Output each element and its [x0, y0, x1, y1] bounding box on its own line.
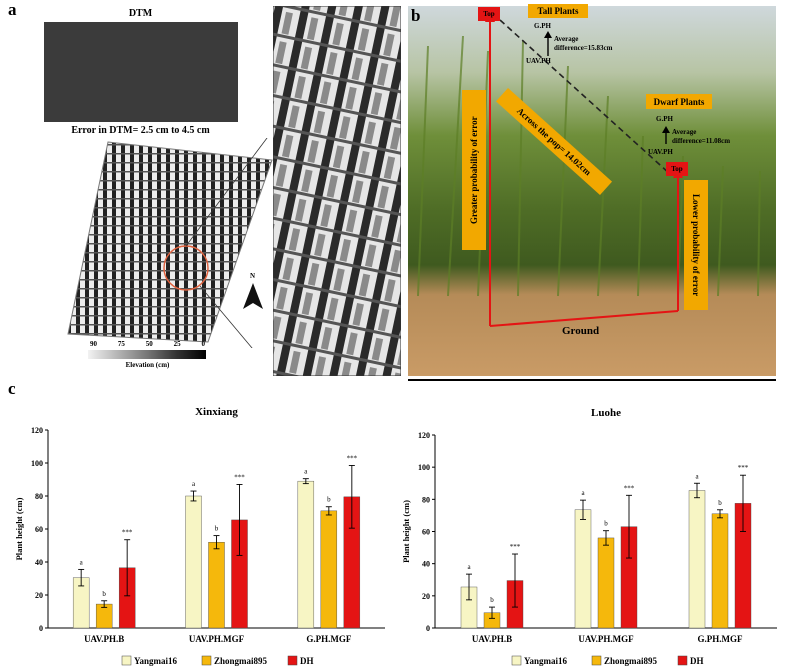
legend-swatch [201, 655, 212, 666]
legend-swatch [591, 655, 602, 666]
significance-label: *** [122, 529, 133, 537]
y-tick-label: 100 [31, 459, 43, 468]
bar [297, 480, 315, 629]
y-tick-label: 60 [422, 528, 430, 537]
significance-label: *** [510, 543, 521, 551]
y-axis-label: Plant height (cm) [14, 497, 24, 560]
significance-label: b [718, 499, 722, 507]
panel-a-letter: a [8, 0, 17, 19]
legend-label: Yangmai16 [134, 656, 178, 666]
chart-xinxiang: Xinxiang 0 20 40 60 80 100 120 Plant height (cm)… [14, 406, 385, 666]
legend-swatch [511, 655, 522, 666]
significance-label: a [80, 558, 84, 566]
lower-probability-label: Lower probability of error [684, 180, 708, 310]
ground-label: Ground [562, 325, 600, 337]
height-annotations [485, 12, 683, 327]
dwarf-average-difference: Average difference=11.08cm [672, 128, 731, 145]
greater-probability-label: Greater probability of error [462, 90, 486, 250]
bar [688, 490, 706, 629]
legend-swatch [287, 655, 298, 666]
category-label: G.PH.MGF [306, 634, 351, 644]
section-divider [408, 379, 776, 381]
tall-gph-label: G.PH [534, 22, 551, 30]
y-tick-label: 20 [422, 592, 430, 601]
bar [185, 495, 202, 629]
significance-label: b [604, 520, 608, 528]
elevation-legend-label: Elevation (cm) [125, 361, 170, 369]
panel-c-letter: c [8, 379, 16, 398]
category-label: UAV.PH.MGF [578, 634, 634, 644]
y-tick-label: 100 [418, 463, 430, 472]
y-tick-label: 120 [418, 431, 430, 440]
chart-title: Xinxiang [195, 406, 238, 418]
significance-label: *** [624, 484, 635, 492]
wheat-stems [417, 35, 761, 297]
dtm-title: DTM [128, 8, 153, 19]
y-tick-label: 120 [31, 426, 43, 435]
significance-label: b [490, 596, 494, 604]
y-tick-label: 40 [35, 558, 43, 567]
elevation-tick: 25 [173, 340, 181, 348]
category-label: G.PH.MGF [698, 634, 743, 644]
legend-swatch [121, 655, 132, 666]
dwarf-uavph-label: UAV.PH [648, 148, 673, 156]
significance-label: a [581, 489, 585, 497]
category-label: UAV.PH.B [84, 634, 124, 644]
significance-label: a [467, 563, 471, 571]
tall-plants-label: Tall Plants [528, 4, 588, 18]
dwarf-plants-label: Dwarf Plants [646, 94, 712, 109]
legend-label: DH [690, 656, 704, 666]
chart-luohe: Luohe 0 20 40 60 80 100 120 Plant height (cm) a b *… [401, 407, 777, 666]
significance-label: *** [234, 473, 245, 481]
y-tick-label: 80 [35, 492, 43, 501]
y-tick-label: 60 [35, 525, 43, 534]
y-tick-label: 0 [426, 624, 430, 633]
dwarf-gph-label: G.PH [656, 115, 673, 123]
legend-label: Zhongmai895 [604, 656, 658, 666]
significance-label: b [215, 525, 219, 533]
significance-label: a [304, 468, 308, 476]
bar [711, 513, 729, 629]
elevation-tick: 50 [145, 340, 153, 348]
elevation-tick: 90 [90, 340, 97, 348]
north-arrow-icon [243, 283, 263, 309]
elevation-legend-ticks: 90 75 50 25 0 [90, 340, 205, 348]
field-elevation-map [67, 138, 273, 348]
zoomed-field-detail [273, 6, 401, 376]
top-marker-right: Top [666, 162, 688, 176]
bar [320, 510, 338, 629]
elevation-tick: 0 [201, 340, 206, 348]
bar [208, 541, 225, 629]
significance-label: *** [347, 454, 358, 462]
tall-average-difference: Average difference=15.83cm [554, 35, 613, 52]
bar [574, 509, 592, 629]
dtm-image [44, 22, 238, 122]
tall-uavph-label: UAV.PH [526, 57, 551, 65]
bar [597, 537, 615, 629]
y-tick-label: 0 [39, 624, 43, 633]
y-tick-label: 20 [35, 591, 43, 600]
significance-label: b [102, 590, 106, 598]
category-label: UAV.PH.B [472, 634, 512, 644]
elevation-tick: 75 [117, 340, 125, 348]
significance-label: a [192, 480, 196, 488]
significance-label: a [695, 472, 699, 480]
chart-title: Luohe [591, 407, 621, 419]
significance-label: b [327, 496, 331, 504]
significance-label: *** [738, 464, 749, 472]
category-label: UAV.PH.MGF [189, 634, 245, 644]
legend-swatch [677, 655, 688, 666]
elevation-colorbar [88, 350, 206, 359]
y-tick-label: 80 [422, 495, 430, 504]
legend-label: DH [300, 656, 314, 666]
legend-label: Zhongmai895 [214, 656, 268, 666]
panel-b-letter-overlay: b [411, 6, 421, 25]
y-tick-label: 40 [422, 560, 430, 569]
legend-label: Yangmai16 [524, 656, 568, 666]
dtm-error-text: Error in DTM= 2.5 cm to 4.5 cm [71, 125, 210, 136]
y-axis-label: Plant height (cm) [401, 500, 411, 563]
top-marker-left: Top [478, 7, 500, 21]
north-label: N [250, 272, 256, 280]
